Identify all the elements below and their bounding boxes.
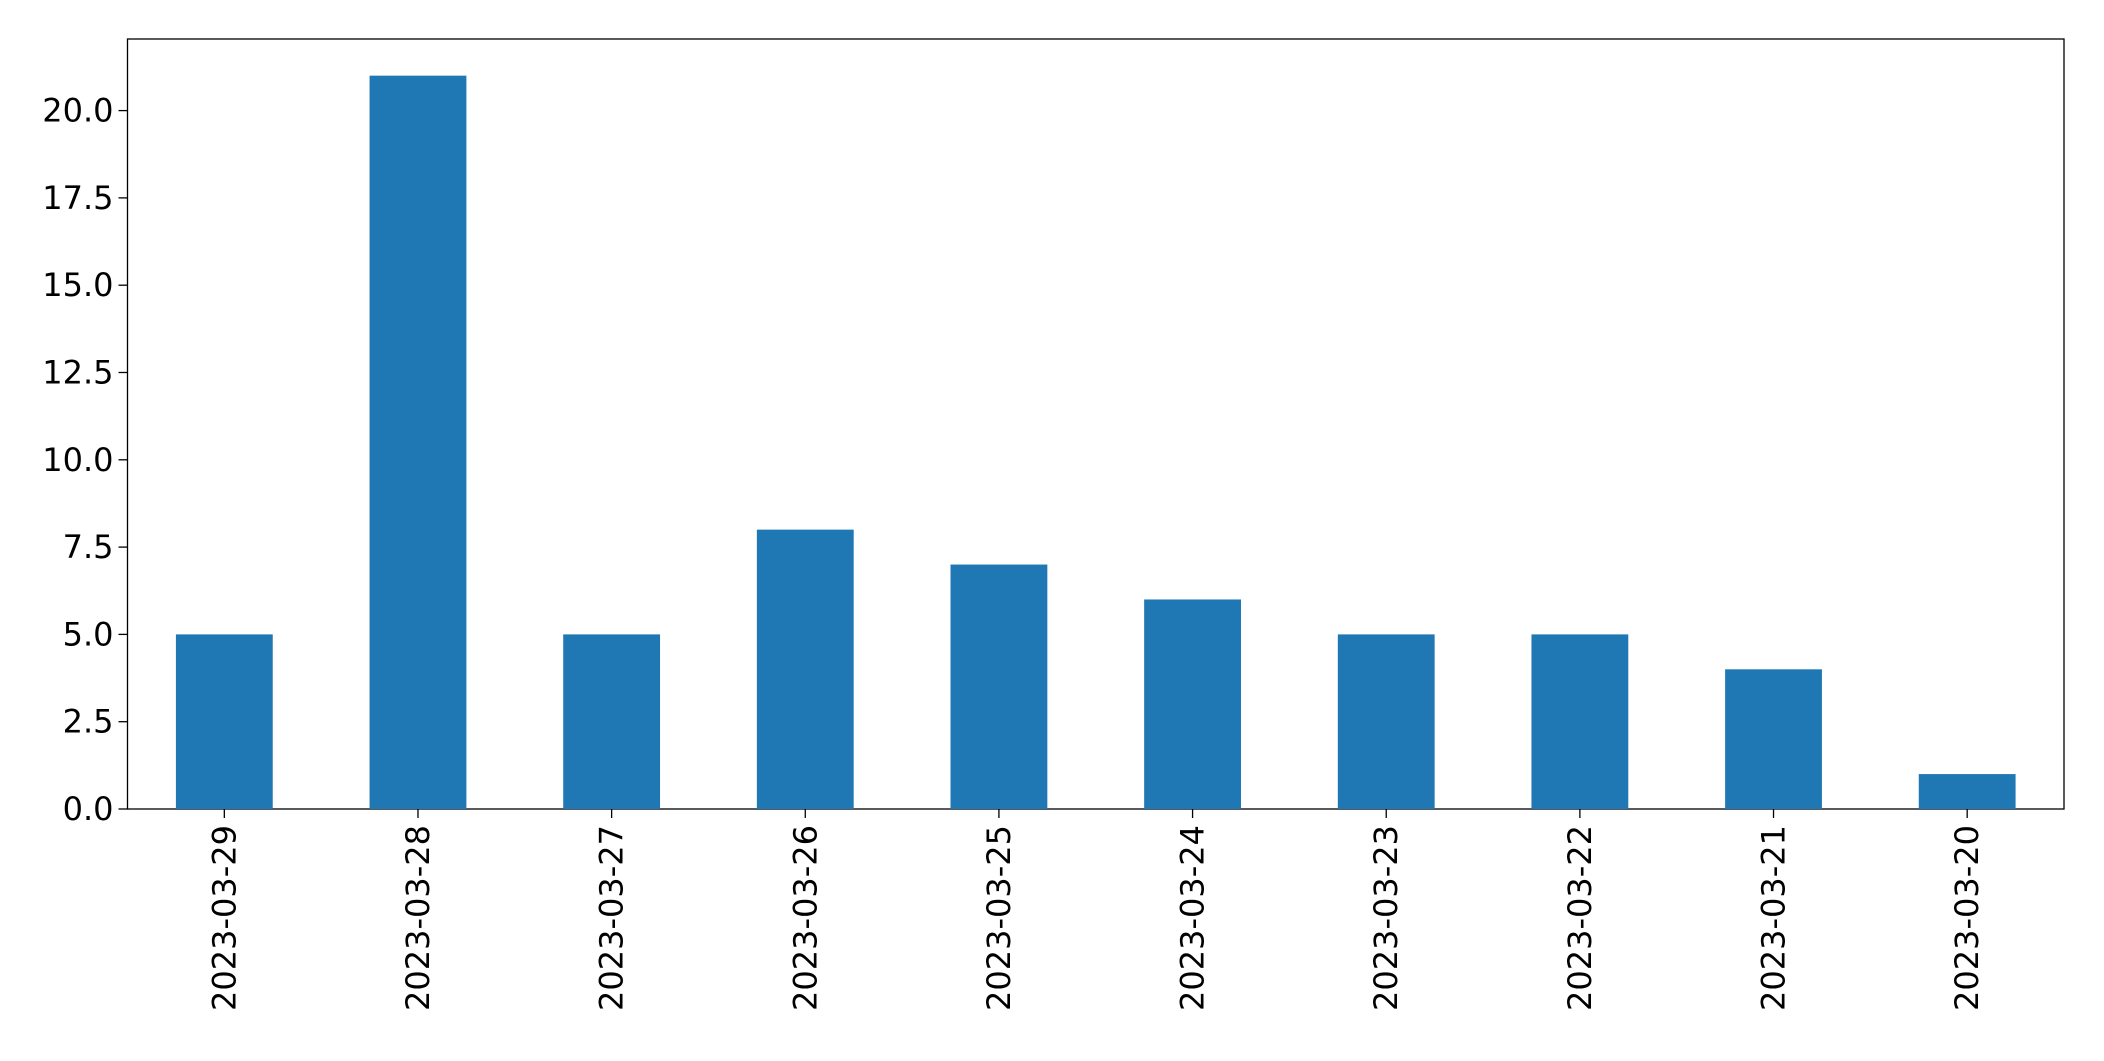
y-tick-label: 10.0 xyxy=(42,441,113,479)
bar xyxy=(369,75,467,809)
x-tick-label: 2023-03-27 xyxy=(593,825,631,1011)
x-tick-label: 2023-03-21 xyxy=(1755,825,1793,1011)
y-tick-label: 12.5 xyxy=(42,353,113,391)
y-tick-label: 15.0 xyxy=(42,266,113,304)
y-tick-label: 7.5 xyxy=(63,528,114,566)
x-tick-label: 2023-03-24 xyxy=(1174,825,1212,1011)
y-tick-label: 20.0 xyxy=(42,92,113,130)
bar xyxy=(1531,634,1629,809)
bar xyxy=(1144,599,1241,809)
x-tick-label: 2023-03-26 xyxy=(786,825,824,1011)
bar xyxy=(1337,634,1435,809)
bar xyxy=(950,564,1048,809)
x-tick-label: 2023-03-23 xyxy=(1367,825,1405,1011)
x-tick-label: 2023-03-22 xyxy=(1561,825,1599,1011)
y-tick-label: 5.0 xyxy=(63,615,114,653)
y-tick-label: 17.5 xyxy=(42,179,113,217)
bar xyxy=(1725,669,1822,809)
bar xyxy=(563,634,661,809)
bar xyxy=(1918,774,2016,809)
plot-frame xyxy=(126,38,2065,810)
y-tick-label: 2.5 xyxy=(63,703,114,741)
x-tick-label: 2023-03-29 xyxy=(205,825,243,1011)
x-tick-label: 2023-03-20 xyxy=(1948,825,1986,1011)
x-tick-label: 2023-03-25 xyxy=(980,825,1018,1011)
y-tick-label: 0.0 xyxy=(63,790,114,828)
bar xyxy=(756,529,854,809)
x-tick-label: 2023-03-28 xyxy=(399,825,437,1011)
bar xyxy=(175,634,273,809)
